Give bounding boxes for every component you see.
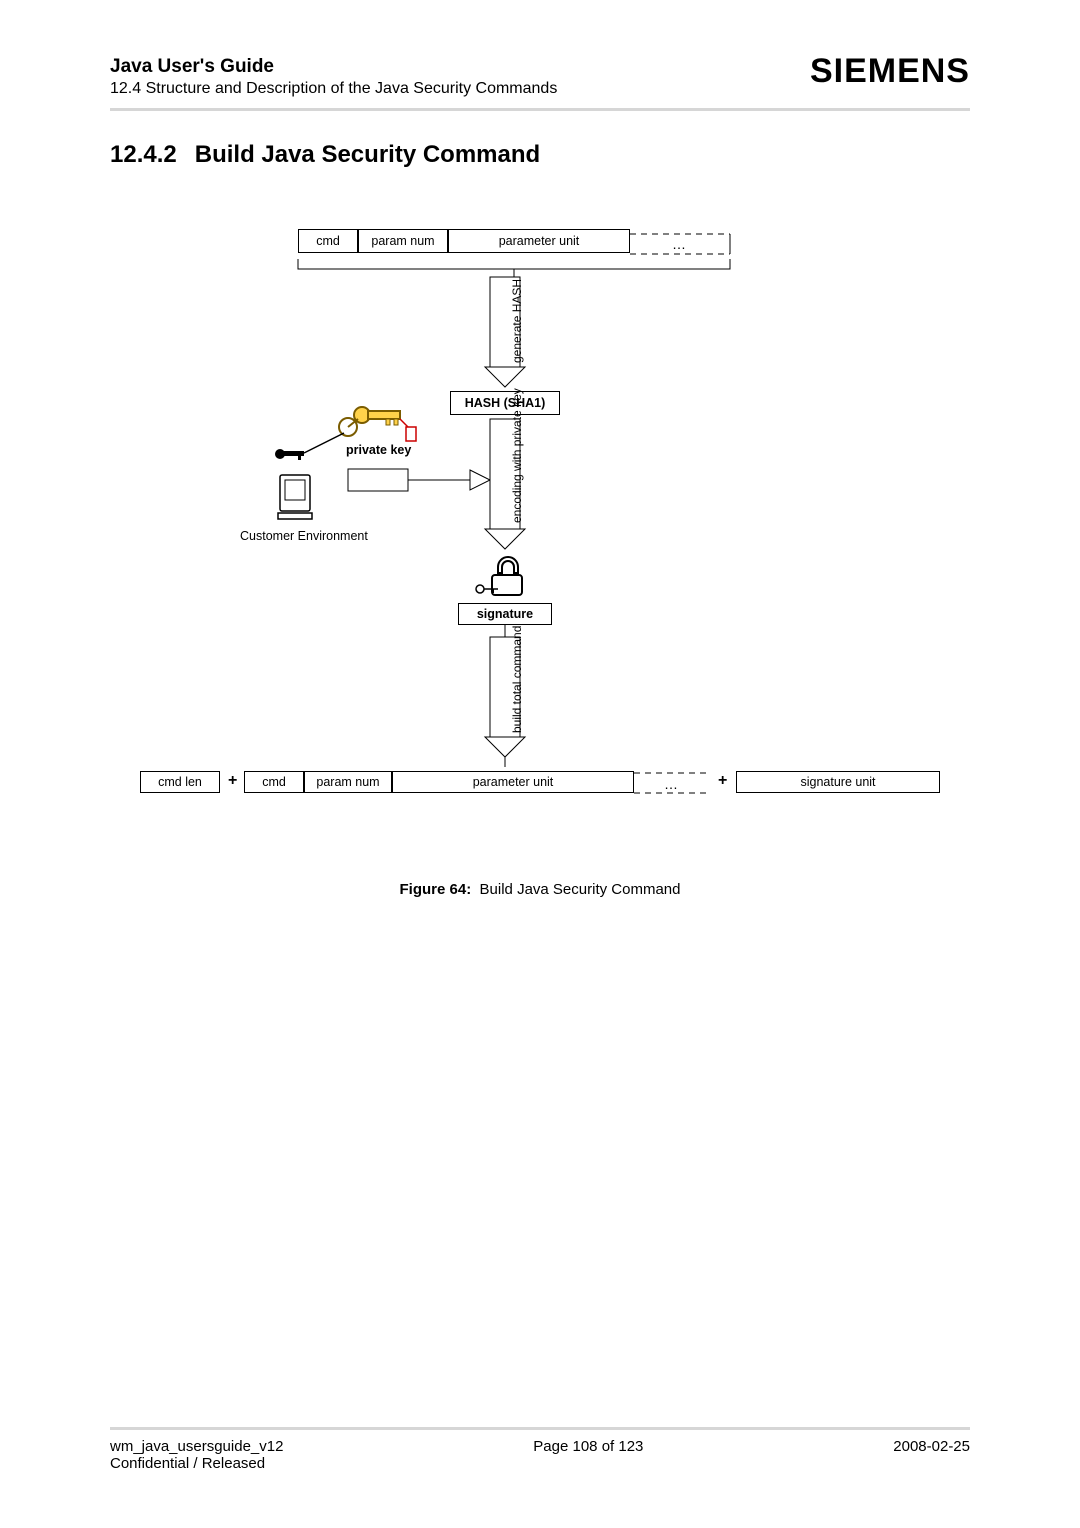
section-number: 12.4.2 (110, 141, 177, 168)
svg-text:…: … (664, 776, 678, 792)
private-key-label: private key (346, 443, 411, 457)
top-parameter-unit-box: parameter unit (448, 229, 630, 253)
figure-build-java-security: … (130, 219, 950, 869)
customer-environment-label: Customer Environment (240, 529, 368, 543)
bottom-cmd-box: cmd (244, 771, 304, 793)
label-build-total: build total command (510, 626, 524, 733)
bottom-parameter-unit-box: parameter unit (392, 771, 634, 793)
footer-rule (110, 1427, 970, 1430)
page-footer: wm_java_usersguide_v12 Confidential / Re… (110, 1427, 970, 1472)
top-param-num-box: param num (358, 229, 448, 253)
svg-text:…: … (672, 236, 686, 252)
figure-caption-text: Build Java Security Command (480, 881, 681, 898)
figure-caption-prefix: Figure 64: (400, 881, 472, 898)
brand-logo: SIEMENS (810, 52, 970, 91)
plus-1: + (228, 772, 237, 790)
doc-title: Java User's Guide (110, 56, 557, 78)
page-header: Java User's Guide 12.4 Structure and Des… (110, 56, 970, 98)
computer-icon (278, 475, 312, 519)
bottom-signature-unit-box: signature unit (736, 771, 940, 793)
top-cmd-box: cmd (298, 229, 358, 253)
doc-subtitle: 12.4 Structure and Description of the Ja… (110, 80, 557, 98)
footer-left-1: wm_java_usersguide_v12 (110, 1438, 283, 1455)
signature-box: signature (458, 603, 552, 625)
footer-right: 2008-02-25 (893, 1438, 970, 1472)
footer-center: Page 108 of 123 (533, 1438, 643, 1472)
padlock-icon (476, 557, 522, 595)
bottom-cmd-len-box: cmd len (140, 771, 220, 793)
header-rule (110, 108, 970, 111)
bottom-param-num-box: param num (304, 771, 392, 793)
hash-box: HASH (SHA1) (450, 391, 560, 415)
figure-caption: Figure 64: Build Java Security Command (110, 881, 970, 898)
label-encoding: encoding with private key (510, 388, 524, 523)
section-title: Build Java Security Command (195, 141, 540, 168)
plus-2: + (718, 772, 727, 790)
label-generate-hash: generate HASH (510, 279, 524, 363)
footer-left-2: Confidential / Released (110, 1455, 283, 1472)
section-heading: 12.4.2 Build Java Security Command (110, 141, 970, 169)
